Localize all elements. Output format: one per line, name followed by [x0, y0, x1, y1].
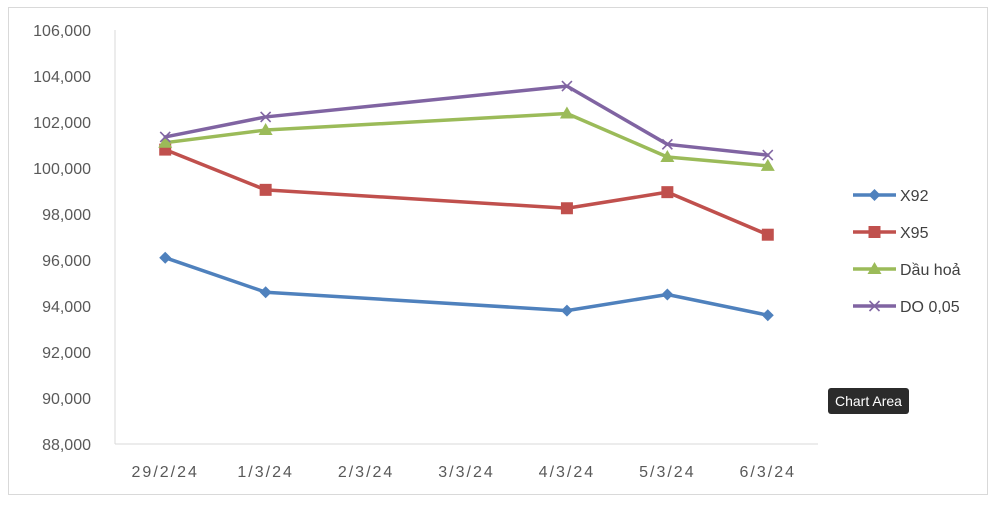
chart-area-tooltip: Chart Area — [828, 388, 909, 414]
x-tick-label: 5/3/24 — [639, 464, 695, 481]
chart-area[interactable] — [8, 7, 988, 495]
series-line-3 — [163, 111, 770, 168]
data-point — [661, 288, 674, 301]
legend-label: X95 — [900, 225, 929, 242]
series-line-1 — [163, 255, 770, 317]
data-point — [761, 309, 774, 322]
series-line-2 — [163, 147, 770, 237]
legend-label: DO 0,05 — [900, 299, 960, 316]
data-point — [760, 158, 775, 171]
legend-marker — [867, 262, 882, 274]
legend-label: Dầu hoả — [900, 262, 961, 279]
x-tick-label: 1/3/24 — [237, 464, 293, 481]
x-tick-label: 4/3/24 — [539, 464, 595, 481]
data-point — [560, 202, 573, 215]
y-tick-label: 96,000 — [42, 253, 91, 270]
data-point — [159, 131, 171, 143]
y-tick-label: 104,000 — [33, 69, 91, 86]
data-point — [258, 123, 273, 136]
data-point — [661, 186, 674, 199]
data-point — [762, 149, 774, 161]
legend-label: X92 — [900, 188, 929, 205]
data-point — [660, 149, 675, 162]
x-tick-label: 3/3/24 — [438, 464, 494, 481]
x-tick-label: 29/2/24 — [132, 464, 199, 481]
y-tick-label: 102,000 — [33, 115, 91, 132]
x-tick-label: 2/3/24 — [338, 464, 394, 481]
legend-marker — [868, 300, 881, 312]
y-tick-label: 94,000 — [42, 299, 91, 316]
data-point — [561, 80, 573, 92]
data-point — [560, 304, 573, 317]
y-tick-label: 98,000 — [42, 207, 91, 224]
data-point — [761, 228, 774, 241]
y-tick-label: 88,000 — [42, 437, 91, 454]
y-tick-label: 92,000 — [42, 345, 91, 362]
legend-marker — [868, 189, 881, 201]
data-point — [559, 106, 574, 119]
x-tick-label: 6/3/24 — [740, 464, 796, 481]
y-tick-label: 90,000 — [42, 391, 91, 408]
data-point — [159, 251, 172, 264]
legend-marker — [868, 226, 881, 238]
data-point — [260, 111, 272, 123]
y-tick-label: 106,000 — [33, 23, 91, 40]
y-tick-label: 100,000 — [33, 161, 91, 178]
data-point — [158, 135, 173, 148]
data-point — [259, 183, 272, 196]
data-point — [259, 286, 272, 299]
data-point — [661, 138, 673, 150]
